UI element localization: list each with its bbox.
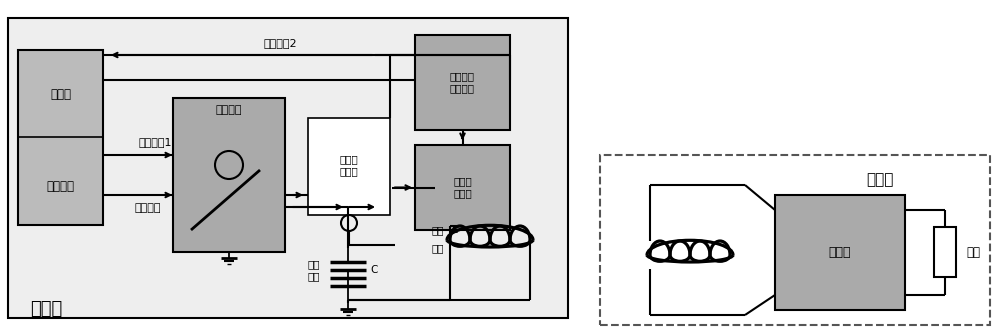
- Text: 整流器: 整流器: [829, 245, 851, 258]
- Text: 直流电源: 直流电源: [46, 180, 74, 193]
- Bar: [8, 18, 568, 318]
- Text: 单向导
通电路: 单向导 通电路: [453, 176, 472, 198]
- Bar: [775, 195, 905, 310]
- Text: 控制信号2: 控制信号2: [263, 38, 297, 48]
- Text: 耦合: 耦合: [432, 225, 444, 235]
- Text: 接收端: 接收端: [866, 172, 894, 187]
- Bar: [173, 98, 285, 252]
- Text: 过零检
测电路: 过零检 测电路: [340, 154, 358, 176]
- Text: 控制信号1: 控制信号1: [138, 137, 172, 147]
- Bar: [308, 118, 390, 215]
- Bar: [18, 50, 103, 225]
- Text: 可控单向
导通开关: 可控单向 导通开关: [450, 71, 475, 93]
- Text: C: C: [370, 265, 377, 275]
- Bar: [934, 227, 956, 277]
- Text: 线圈: 线圈: [432, 243, 444, 253]
- Text: 调制器: 调制器: [50, 89, 71, 102]
- Text: 谐振
电容: 谐振 电容: [308, 259, 320, 281]
- Text: 可控开关: 可控开关: [216, 105, 242, 115]
- Bar: [415, 145, 510, 230]
- Text: 负载: 负载: [966, 245, 980, 258]
- Text: 发射端: 发射端: [30, 300, 62, 318]
- Bar: [600, 155, 990, 325]
- Bar: [415, 35, 510, 130]
- Text: 工作电压: 工作电压: [135, 203, 161, 213]
- Text: L: L: [452, 225, 458, 235]
